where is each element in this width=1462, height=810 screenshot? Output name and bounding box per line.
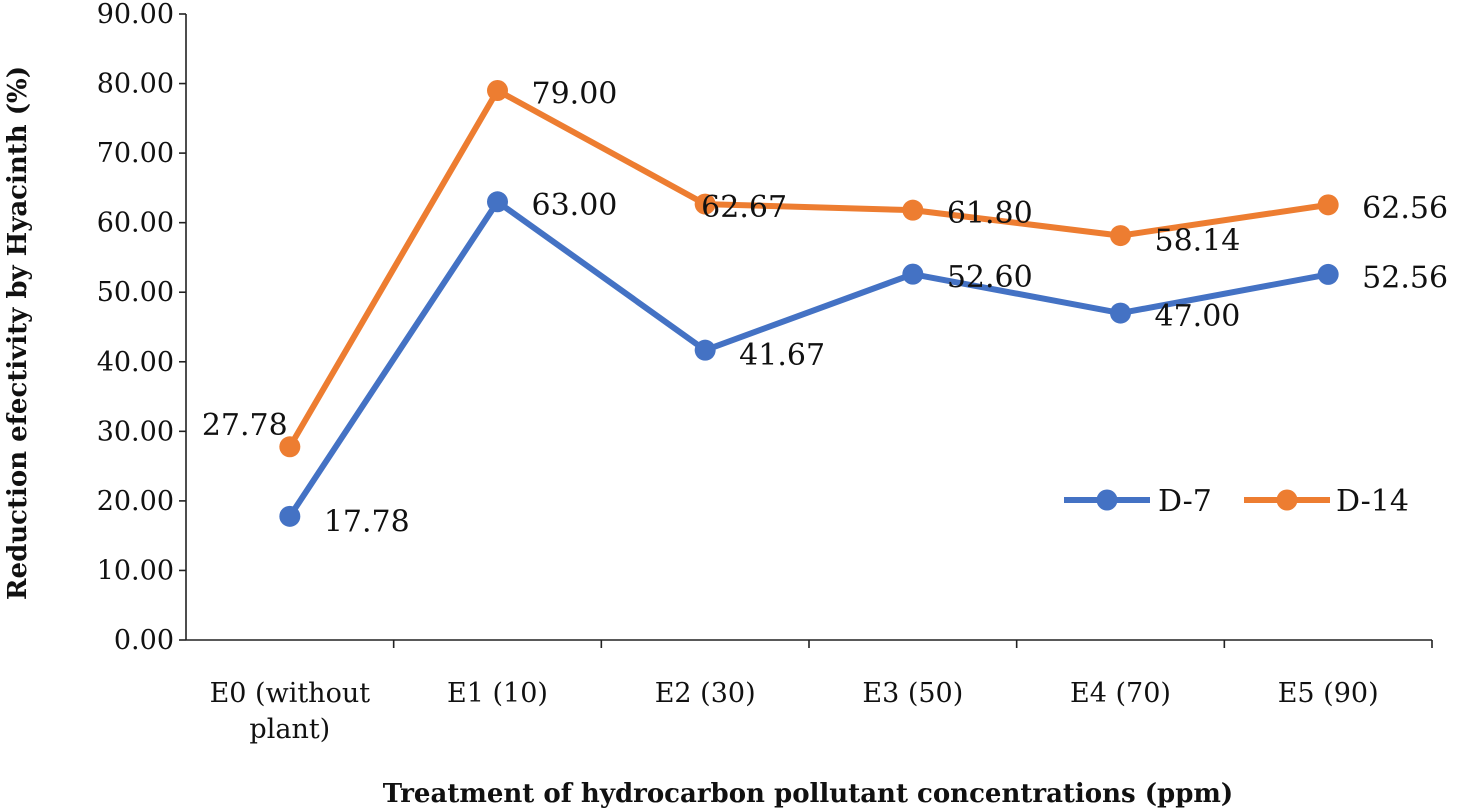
y-tick-label: 0.00	[114, 625, 174, 656]
x-tick-label: E4 (70)	[1070, 678, 1171, 709]
data-label-d14: 61.80	[947, 196, 1033, 231]
legend-label: D-7	[1158, 484, 1212, 519]
y-tick-label: 60.00	[97, 208, 174, 239]
y-tick-label: 80.00	[97, 69, 174, 100]
legend-swatch-marker	[1096, 489, 1118, 511]
x-tick-label: E3 (50)	[862, 678, 963, 709]
axes	[179, 13, 1433, 648]
x-tick-labels: E0 (without plant) E1 (10) E2 (30) E3 (50) E4…	[210, 678, 1379, 745]
data-label-d7: 17.78	[324, 504, 410, 539]
series-line-d7	[286, 198, 1332, 520]
y-tick-label: 70.00	[97, 138, 174, 169]
data-point-d14	[1110, 225, 1131, 247]
x-tick-label: E0 (without plant)	[210, 678, 371, 745]
data-label-d7: 52.56	[1362, 260, 1448, 295]
legend-item-d14: D-14	[1244, 484, 1409, 519]
y-tick-labels: 0.00 10.00 20.00 30.00 40.00 50.00 60.00 70.00 8…	[97, 0, 174, 656]
data-label-d7: 52.60	[947, 260, 1033, 295]
data-point-d14	[694, 193, 716, 215]
y-tick-label: 10.00	[97, 555, 174, 586]
series-line-d14	[286, 87, 1332, 450]
data-label-d14: 79.00	[532, 77, 618, 112]
data-label-d7: 63.00	[532, 188, 618, 223]
data-point-d7	[487, 191, 508, 213]
x-axis-title: Treatment of hydrocarbon pollutant conce…	[383, 779, 1233, 809]
data-point-d7	[902, 263, 924, 285]
legend-item-d7: D-7	[1064, 484, 1212, 519]
data-point-d7	[1110, 302, 1131, 324]
data-point-d14	[487, 80, 508, 102]
data-point-d14	[902, 199, 924, 221]
data-label-d14: 62.67	[701, 190, 787, 225]
data-point-d14	[1317, 194, 1339, 216]
y-tick-label: 20.00	[97, 486, 174, 517]
data-label-d14: 62.56	[1362, 191, 1448, 226]
y-tick-label: 40.00	[97, 347, 174, 378]
y-axis-title: Reduction efectivity by Hyacinth (%)	[3, 66, 33, 600]
data-point-d7	[694, 339, 716, 361]
data-point-d7	[1317, 263, 1339, 285]
x-tick-label: E5 (90)	[1278, 678, 1379, 709]
legend: D-7 D-14	[1064, 484, 1409, 519]
data-label-d7: 41.67	[739, 338, 825, 373]
data-label-d14: 58.14	[1155, 224, 1241, 259]
legend-swatch-marker	[1276, 489, 1298, 511]
legend-label: D-14	[1336, 484, 1409, 519]
data-labels: 17.78 63.00 41.67 52.60 47.00 52.56 27.78 79.00…	[202, 77, 1448, 540]
data-label-d7: 47.00	[1155, 299, 1241, 334]
x-tick-label: E2 (30)	[655, 678, 756, 709]
x-tick-label: E1 (10)	[447, 678, 548, 709]
data-label-d14: 27.78	[202, 408, 288, 443]
series	[279, 80, 1339, 527]
y-tick-label: 30.00	[97, 416, 174, 447]
y-tick-label: 50.00	[97, 277, 174, 308]
data-point-d7	[279, 505, 301, 527]
data-point-d14	[279, 436, 301, 458]
y-tick-label: 90.00	[97, 0, 174, 30]
